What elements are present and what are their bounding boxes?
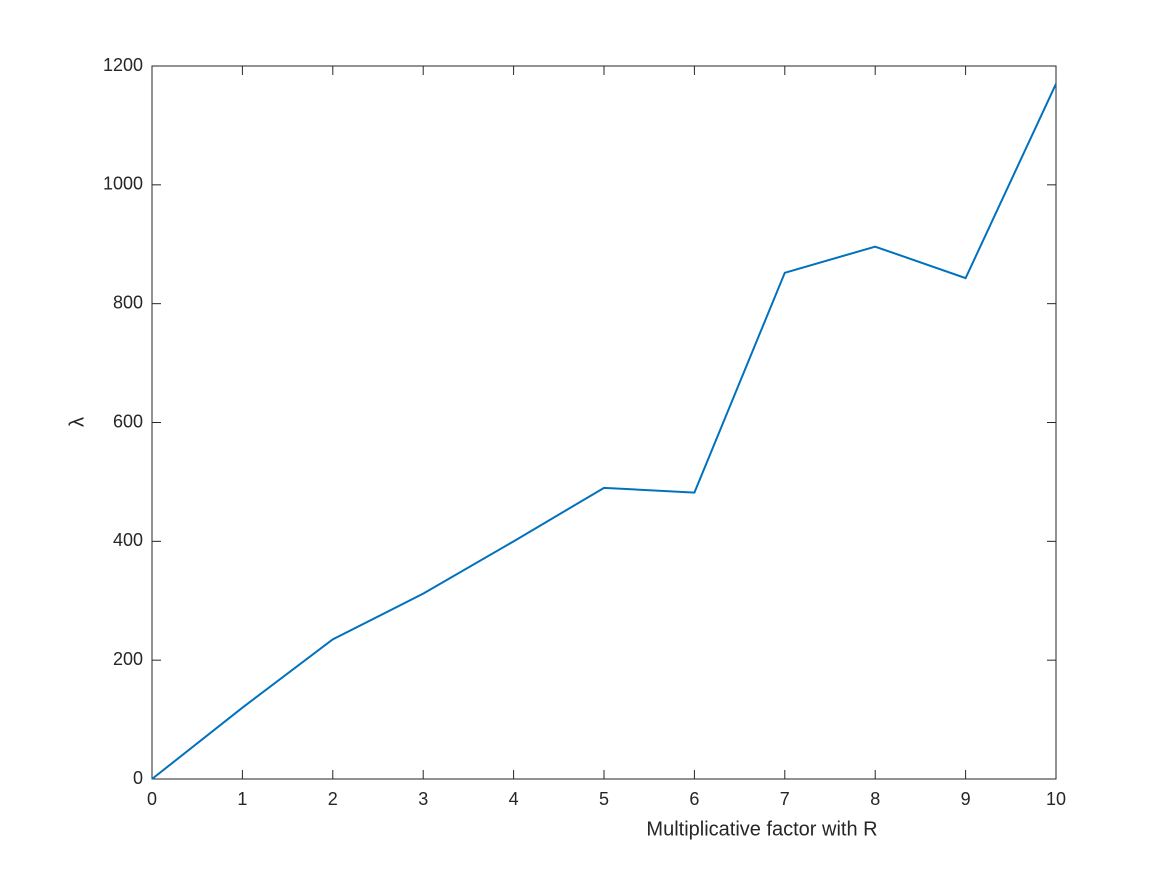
x-tick-label: 10 (1046, 789, 1066, 809)
axes-box (151, 65, 1057, 780)
x-tick-label: 5 (599, 789, 609, 809)
x-tick-label: 4 (509, 789, 519, 809)
x-tick-label: 1 (237, 789, 247, 809)
x-tick-label: 0 (147, 789, 157, 809)
y-tick-label: 200 (113, 649, 143, 669)
y-tick-label: 400 (113, 530, 143, 550)
x-tick-label: 6 (689, 789, 699, 809)
y-axis-label: λ (66, 417, 88, 427)
x-axis-label: Multiplicative factor with R (646, 818, 877, 840)
x-tick-label: 9 (961, 789, 971, 809)
x-tick-label: 2 (328, 789, 338, 809)
y-tick-label: 600 (113, 411, 143, 431)
y-tick-label: 800 (113, 292, 143, 312)
y-tick-label: 1200 (103, 55, 143, 75)
data-line (151, 83, 1057, 780)
y-tick-label: 1000 (103, 174, 143, 194)
x-tick-label: 7 (780, 789, 790, 809)
x-tick-label: 3 (418, 789, 428, 809)
y-tick-label: 0 (133, 768, 143, 788)
x-tick-label: 8 (870, 789, 880, 809)
